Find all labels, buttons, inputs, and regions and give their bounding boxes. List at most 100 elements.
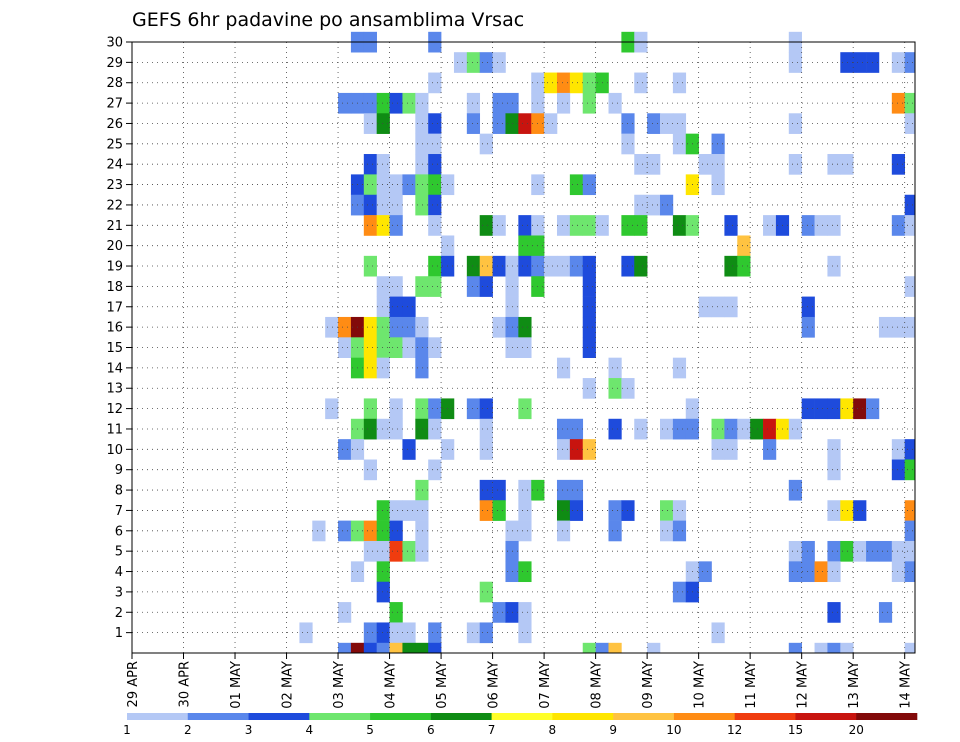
data-cell: [492, 602, 506, 623]
colorbar-label: 8: [549, 723, 557, 737]
data-cell: [299, 622, 313, 644]
data-cell: [402, 540, 416, 562]
data-cell: [544, 113, 558, 134]
data-cell: [325, 316, 339, 338]
data-cell: [582, 378, 596, 399]
data-cell: [479, 255, 493, 277]
data-cell: [672, 500, 687, 521]
data-cell: [904, 92, 916, 114]
data-cell: [428, 174, 442, 196]
data-cell: [428, 398, 442, 420]
data-cell: [556, 92, 571, 114]
x-tick-label: 11 MAY: [744, 661, 759, 709]
data-cell: [608, 378, 622, 399]
axis-layer: 1234567891011121314151617181920212223242…: [106, 36, 913, 709]
data-cell: [402, 439, 416, 460]
data-cell: [672, 581, 687, 603]
data-cell: [763, 418, 777, 440]
colorbar-swatch: [552, 713, 614, 720]
y-tick-label: 20: [106, 239, 123, 254]
data-cell: [634, 72, 648, 94]
data-cell: [634, 194, 648, 216]
data-cell: [376, 92, 390, 114]
y-tick-label: 5: [115, 545, 123, 560]
data-cell: [363, 520, 377, 542]
data-cell: [711, 439, 725, 460]
data-cell: [891, 439, 905, 460]
y-tick-label: 10: [106, 443, 123, 458]
y-tick-label: 22: [106, 198, 123, 213]
colorbar-label: 9: [609, 723, 617, 737]
data-cell: [647, 113, 661, 134]
data-cell: [582, 337, 596, 358]
data-cell: [582, 296, 596, 318]
data-cell: [556, 72, 571, 94]
data-cell: [363, 357, 377, 379]
colorbar-swatch: [795, 713, 857, 720]
data-cell: [466, 398, 481, 420]
data-cell: [788, 113, 802, 134]
data-cell: [466, 255, 481, 277]
data-cell: [827, 642, 841, 654]
data-cell: [556, 418, 571, 440]
data-cell: [312, 520, 326, 542]
data-cell: [672, 72, 687, 94]
y-tick-label: 17: [106, 300, 123, 315]
colorbar-swatch: [309, 713, 371, 720]
data-cell: [363, 459, 377, 481]
data-cell: [428, 459, 442, 481]
x-tick-label: 10 MAY: [693, 661, 708, 709]
data-cell: [904, 316, 916, 338]
data-cell: [569, 174, 584, 196]
data-cell: [840, 398, 854, 420]
data-cell: [724, 296, 738, 318]
data-cell: [814, 642, 828, 654]
y-tick-label: 15: [106, 341, 123, 356]
data-cell: [569, 418, 584, 440]
data-cell: [763, 439, 777, 460]
y-tick-label: 28: [106, 76, 123, 91]
data-cell: [479, 133, 493, 155]
x-tick-label: 01 MAY: [229, 661, 244, 709]
data-cell: [634, 255, 648, 277]
data-cell: [582, 174, 596, 196]
data-cell: [698, 561, 712, 583]
data-cell: [376, 194, 390, 216]
y-tick-label: 19: [106, 260, 123, 275]
data-cell: [569, 479, 584, 501]
data-cell: [389, 520, 403, 542]
data-cell: [479, 418, 493, 440]
x-tick-label: 08 MAY: [590, 661, 605, 709]
data-cell: [582, 439, 596, 460]
y-tick-label: 1: [115, 626, 123, 641]
data-cell: [801, 561, 815, 583]
data-cell: [338, 439, 352, 460]
data-cell: [814, 215, 828, 236]
data-cell: [389, 622, 403, 644]
y-tick-label: 25: [106, 137, 123, 152]
colorbar-swatch: [613, 713, 675, 720]
data-cell: [904, 561, 916, 583]
data-cell: [363, 337, 377, 358]
data-cell: [466, 113, 481, 134]
x-tick-label: 02 MAY: [281, 661, 296, 709]
x-tick-label: 05 MAY: [435, 661, 450, 709]
data-cell: [376, 622, 390, 644]
data-cell: [582, 316, 596, 338]
data-cell: [724, 255, 738, 277]
data-cell: [788, 418, 802, 440]
data-cell: [376, 500, 390, 521]
data-cell: [479, 215, 493, 236]
data-cell: [634, 418, 648, 440]
data-cell: [363, 642, 377, 654]
data-cell: [904, 459, 916, 481]
data-cell: [466, 92, 481, 114]
colorbar-label: 10: [666, 723, 681, 737]
data-cell: [840, 52, 854, 73]
data-cell: [608, 500, 622, 521]
data-cell: [737, 235, 751, 257]
data-cell: [466, 622, 481, 644]
data-cell: [569, 439, 584, 460]
data-cell: [569, 215, 584, 236]
data-cell: [518, 561, 532, 583]
